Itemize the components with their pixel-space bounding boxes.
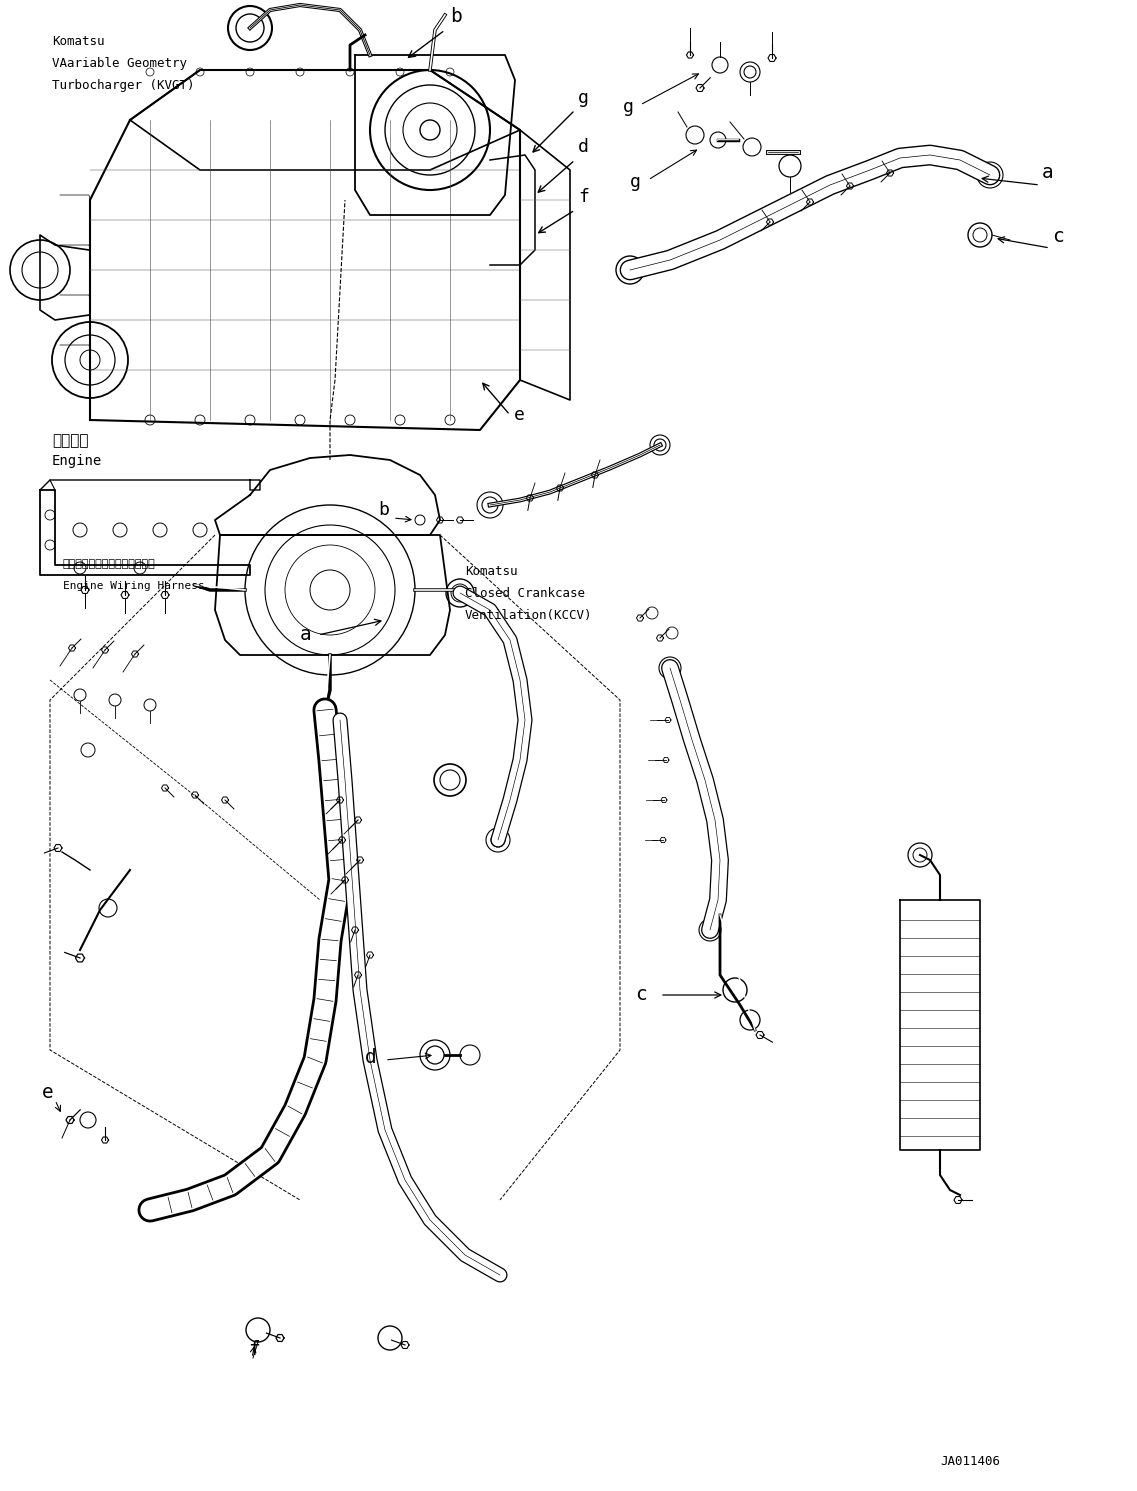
Text: Closed Crankcase: Closed Crankcase: [465, 587, 586, 599]
Text: Komatsu: Komatsu: [52, 34, 105, 48]
Text: JA011406: JA011406: [940, 1455, 1001, 1469]
Text: g: g: [630, 173, 641, 191]
Text: b: b: [450, 7, 462, 25]
Text: e: e: [514, 406, 525, 423]
Text: VAariable Geometry: VAariable Geometry: [52, 57, 186, 70]
Text: Komatsu: Komatsu: [465, 565, 517, 579]
Text: g: g: [623, 98, 633, 116]
Text: a: a: [1041, 163, 1054, 182]
Text: d: d: [578, 139, 589, 157]
Text: b: b: [377, 501, 389, 519]
Text: d: d: [365, 1048, 376, 1068]
Text: a: a: [300, 625, 312, 644]
Text: f: f: [578, 188, 589, 206]
Text: エンジンワイヤリングハーネス: エンジンワイヤリングハーネス: [63, 559, 156, 568]
Text: c: c: [634, 986, 647, 1003]
Text: Ventilation(KCCV): Ventilation(KCCV): [465, 608, 592, 622]
Text: f: f: [248, 1340, 259, 1358]
Text: Engine: Engine: [52, 453, 102, 468]
Text: Engine Wiring Harness: Engine Wiring Harness: [63, 580, 205, 590]
Text: c: c: [1052, 227, 1064, 246]
Text: Turbocharger (KVGT): Turbocharger (KVGT): [52, 79, 194, 92]
Text: g: g: [578, 89, 589, 107]
Text: e: e: [42, 1082, 53, 1102]
Text: エンジン: エンジン: [52, 432, 89, 447]
